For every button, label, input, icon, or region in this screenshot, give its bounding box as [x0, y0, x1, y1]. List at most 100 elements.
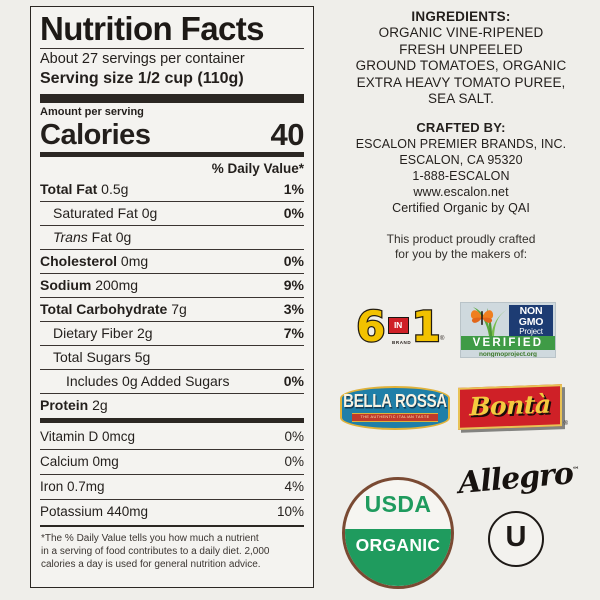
nutrient-name: Cholesterol 0mg — [40, 252, 149, 269]
kosher-u-symbol: U — [488, 511, 544, 567]
makers-note: This product proudly crafted for you by … — [330, 216, 592, 262]
daily-value-header: % Daily Value* — [211, 161, 304, 176]
crafted-by-text: ESCALON PREMIER BRANDS, INC. ESCALON, CA … — [330, 136, 592, 216]
serving-size: Serving size 1/2 cup (110g) — [40, 70, 244, 87]
bella-rossa-subtext: THE AUTHENTIC ITALIAN TASTE — [352, 413, 438, 422]
vitamin-row: Iron 0.7mg 4% — [40, 475, 304, 498]
vitamin-name: Potassium 440mg — [40, 504, 149, 519]
divider-under-calories — [40, 152, 304, 157]
footnote-line-1: *The % Daily Value tells you how much a … — [41, 533, 259, 544]
vitamin-name: Vitamin D 0mcg — [40, 429, 136, 444]
row-divider — [40, 499, 304, 500]
non-gmo-top-area: NON GMO Project — [461, 303, 555, 336]
nutrient-daily-value: 7% — [283, 324, 304, 341]
makers-note-line-1: This product proudly crafted — [386, 231, 536, 246]
non-gmo-text-box: NON GMO Project — [509, 305, 553, 336]
butterfly-icon — [470, 310, 494, 325]
usda-organic-text: ORGANIC — [355, 534, 441, 555]
nutrient-name: Total Fat 0.5g — [40, 180, 129, 197]
ingredients-line: EXTRA HEAVY TOMATO PUREE, — [356, 74, 566, 90]
non-gmo-verified-bar: VERIFIED — [461, 336, 555, 350]
vitamin-daily-value: 10% — [276, 504, 304, 519]
row-divider — [40, 369, 304, 370]
logo-row-three: USDA ORGANIC Allegro™ U — [330, 455, 592, 595]
vitamin-name: Calcium 0mg — [40, 454, 119, 469]
ingredients-line: ORGANIC VINE-RIPENED — [378, 25, 544, 40]
usda-bottom-area: ORGANIC — [345, 528, 451, 586]
bella-rossa-banner-shape — [340, 386, 450, 430]
calories-row: Calories 40 — [40, 117, 305, 152]
ingredients-line: FRESH UNPEELED — [399, 41, 523, 57]
vitamin-name: Iron 0.7mg — [40, 479, 105, 494]
divider-above-footnote — [40, 525, 304, 527]
usda-organic-seal: USDA ORGANIC — [342, 477, 454, 589]
logo-row-two: BELLA ROSSA THE AUTHENTIC ITALIAN TASTE … — [330, 384, 592, 434]
vitamin-row: Vitamin D 0mcg 0% — [40, 425, 304, 448]
nutrient-daily-value: 9% — [283, 276, 304, 293]
nutrient-row: Dietary Fiber 2g 7% — [40, 322, 304, 344]
row-divider — [40, 273, 304, 274]
vitamin-rows: Vitamin D 0mcg 0% Calcium 0mg 0% Iron 0.7mg 4… — [40, 425, 304, 523]
crafted-by-line: Certified Organic by QAI — [392, 200, 530, 215]
nutrient-daily-value: 1% — [283, 180, 304, 197]
nutrient-rows: Total Fat 0.5g 1% Saturated Fat 0g 0% Trans … — [40, 178, 304, 416]
nutrient-row: Total Fat 0.5g 1% — [40, 178, 304, 200]
nutrient-row: Includes 0g Added Sugars 0% — [40, 370, 304, 392]
usda-top-text: USDA — [364, 490, 432, 517]
nutrient-name: Total Sugars 5g — [53, 348, 151, 365]
six-in-one-brand-word: BRAND — [392, 340, 412, 345]
crafted-by-line: ESCALON, CA 95320 — [399, 152, 523, 167]
nutrient-daily-value: 3% — [283, 300, 304, 317]
row-divider — [40, 345, 304, 346]
vitamin-row: Calcium 0mg 0% — [40, 450, 304, 473]
non-gmo-url: nongmoproject.org — [479, 351, 537, 358]
ingredients-text: ORGANIC VINE-RIPENED FRESH UNPEELED GROUND… — [330, 25, 592, 108]
six-in-one-six: 6 — [355, 302, 387, 351]
nutrient-name: Saturated Fat 0g — [53, 204, 158, 221]
row-divider — [40, 393, 304, 394]
crafted-by-line: www.escalon.net — [413, 184, 509, 199]
amount-per-serving-label: Amount per serving — [40, 106, 144, 118]
ingredients-heading: INGREDIENTS: — [411, 9, 511, 24]
calories-label: Calories — [40, 119, 151, 151]
row-divider — [40, 249, 304, 250]
nutrient-row: Total Sugars 5g — [40, 346, 304, 368]
bonta-registered-mark: ® — [563, 421, 568, 427]
non-gmo-line-1: NON — [519, 305, 543, 317]
nutrient-daily-value: 0% — [283, 372, 304, 389]
servings-per-container: About 27 servings per container — [40, 51, 245, 67]
nutrient-row: Total Carbohydrate 7g 3% — [40, 298, 304, 320]
logo-row-one: 6 IN 1 BRAND ® — [330, 300, 592, 360]
footnote-line-2: in a serving of food contributes to a da… — [41, 546, 270, 557]
daily-value-footnote: *The % Daily Value tells you how much a … — [40, 529, 304, 571]
vitamin-daily-value: 4% — [284, 479, 304, 494]
nutrient-row: Trans Fat 0g — [40, 226, 304, 248]
crafted-by-line: ESCALON PREMIER BRANDS, INC. — [355, 136, 567, 151]
non-gmo-line-2: GMO — [518, 316, 544, 328]
vitamin-daily-value: 0% — [284, 454, 304, 469]
vitamin-daily-value: 0% — [284, 429, 304, 444]
row-divider — [40, 449, 304, 450]
calories-value: 40 — [270, 117, 305, 152]
bella-rossa-logo: BELLA ROSSA THE AUTHENTIC ITALIAN TASTE — [340, 386, 450, 430]
crafted-by-heading: CRAFTED BY: — [416, 119, 506, 135]
divider-under-title — [40, 48, 304, 49]
nutrient-name: Protein 2g — [40, 396, 108, 413]
nutrient-row: Cholesterol 0mg 0% — [40, 250, 304, 272]
allegro-text: Allegro — [456, 456, 575, 502]
allegro-trademark-mark: ™ — [572, 464, 579, 475]
nutrient-row: Sodium 200mg 9% — [40, 274, 304, 296]
nutrient-row: Saturated Fat 0g 0% — [40, 202, 304, 224]
nutrition-facts-title: Nutrition Facts — [40, 10, 264, 47]
divider-thick-top — [40, 94, 304, 103]
six-in-one-one: 1 — [410, 302, 442, 351]
footnote-line-3: calories a day is used for general nutri… — [41, 559, 261, 570]
ingredients-line: SEA SALT. — [428, 91, 494, 106]
row-divider — [40, 225, 304, 226]
six-in-one-registered-mark: ® — [440, 336, 445, 342]
bonta-logo: Bontà ® — [458, 384, 568, 430]
allegro-logo: Allegro™ — [456, 450, 579, 506]
nutrient-name: Trans Fat 0g — [53, 228, 132, 245]
bonta-text: Bontà — [469, 389, 551, 422]
